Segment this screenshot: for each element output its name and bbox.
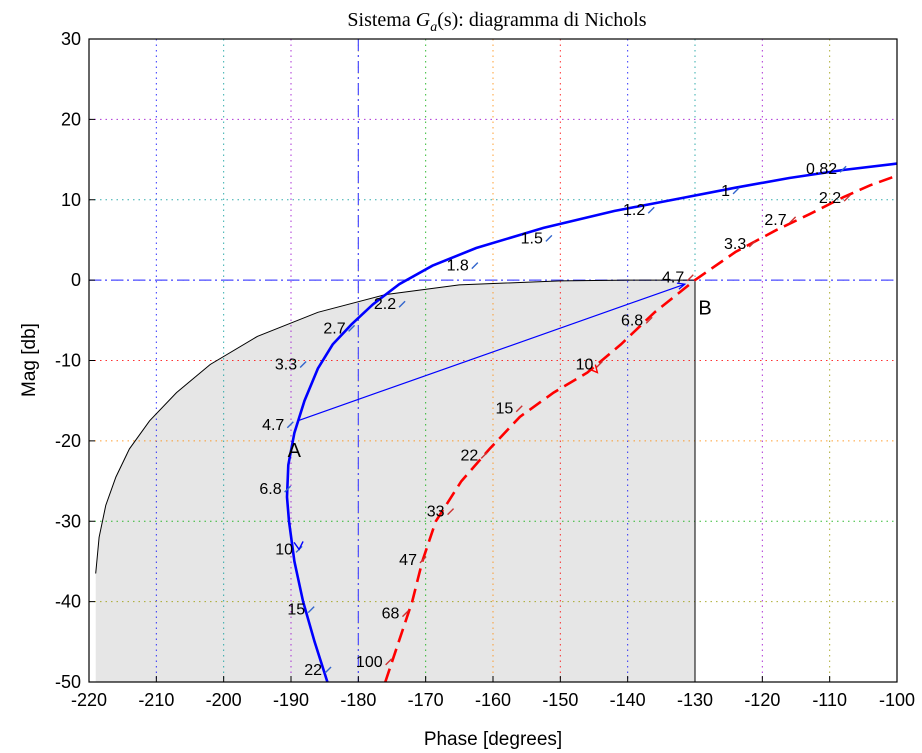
frequency-label: 100: [356, 654, 383, 671]
frequency-marker: [686, 274, 694, 282]
frequency-label: 10: [576, 357, 594, 374]
x-tick-label: -180: [340, 690, 376, 710]
y-tick-label: -10: [55, 351, 81, 371]
point-annotation: A: [288, 440, 302, 462]
frequency-label: 1.2: [623, 202, 645, 219]
y-tick-labels: -50 -40 -30 -20 -10 0 10 20 30: [55, 29, 95, 692]
segment-a-b: [297, 283, 686, 422]
frequency-marker: [789, 216, 797, 224]
frequency-marker: [515, 405, 523, 413]
frequency-marker: [645, 316, 653, 324]
frequency-marker: [398, 300, 406, 308]
frequency-label: 10: [275, 541, 293, 558]
title-prefix: Sistema: [347, 9, 415, 31]
frequency-label: 1: [721, 183, 730, 200]
frequency-label: 22: [460, 447, 478, 464]
frequency-label: 0.82: [806, 161, 837, 178]
frequency-label: 33: [427, 504, 445, 521]
title-subscript: a: [430, 20, 437, 35]
frequency-label: 1.5: [521, 230, 543, 247]
frequency-label: 4.7: [262, 417, 284, 434]
direction-arrow-blue: [293, 541, 304, 551]
frequency-marker: [286, 421, 294, 429]
frequency-marker: [401, 610, 409, 618]
y-tick-label: -30: [55, 511, 81, 531]
y-axis-label: Mag [db]: [19, 323, 40, 397]
frequency-markers: [284, 165, 851, 674]
frequency-label: 2.7: [764, 212, 786, 229]
x-tick-labels: -220 -210 -200 -190 -180 -170 -160 -150 -140 -130…: [71, 676, 915, 710]
series-blue-solid: [285, 162, 898, 683]
x-tick-label: -220: [71, 690, 107, 710]
frequency-label: 2.7: [323, 320, 345, 337]
y-tick-label: -50: [55, 672, 81, 692]
frequency-marker: [545, 234, 553, 242]
frequency-label: 2.2: [819, 190, 841, 207]
frequency-marker: [647, 206, 655, 214]
frequency-label: 1.8: [447, 258, 469, 275]
frequency-label: 47: [399, 552, 417, 569]
x-axis-label: Phase [degrees]: [424, 729, 562, 750]
frequency-marker: [324, 666, 332, 674]
y-tick-label: -20: [55, 431, 81, 451]
frequency-marker: [284, 485, 292, 493]
y-tick-label: -40: [55, 592, 81, 612]
frequency-label: 22: [304, 662, 322, 679]
frequency-labels: 22 15 10 6.8 4.7 3.3 2.7 2.2 1.8 1.5 1.2 1 0.82 100 68…: [259, 161, 841, 679]
frequency-label: 4.7: [662, 270, 684, 287]
point-annotations: AB: [288, 298, 712, 462]
frequency-marker: [839, 165, 847, 173]
y-tick-label: 0: [71, 270, 81, 290]
x-tick-label: -190: [273, 690, 309, 710]
x-tick-label: -160: [475, 690, 511, 710]
frequency-marker: [447, 508, 455, 516]
x-tick-label: -100: [879, 690, 915, 710]
frequency-label: 15: [495, 401, 513, 418]
x-tick-label: -140: [610, 690, 646, 710]
frequency-marker: [843, 194, 851, 202]
frequency-label: 68: [382, 606, 400, 623]
title-suffix: (s): diagramma di Nichols: [437, 9, 647, 31]
x-tick-label: -170: [408, 690, 444, 710]
y-tick-label: 30: [61, 29, 81, 49]
segment-arrowhead: [676, 282, 687, 290]
frequency-label: 6.8: [621, 312, 643, 329]
x-tick-label: -210: [138, 690, 174, 710]
x-tick-label: -150: [542, 690, 578, 710]
direction-arrow-red: [590, 364, 599, 374]
shaded-region: [95, 280, 695, 682]
title-symbol: G: [416, 9, 431, 31]
x-tick-label: -110: [812, 690, 847, 710]
frequency-marker: [480, 451, 488, 459]
frequency-label: 3.3: [724, 236, 746, 253]
boundary-curve: [95, 279, 695, 574]
frequency-marker: [307, 606, 315, 614]
frequency-label: 3.3: [275, 357, 297, 374]
x-tick-label: -130: [677, 690, 713, 710]
frequency-marker: [732, 187, 740, 195]
frequency-marker: [748, 240, 756, 248]
frequency-marker: [385, 658, 393, 666]
plot-title: Sistema Ga(s): diagramma di Nichols: [347, 9, 646, 35]
shaded-area: [95, 280, 695, 682]
frequency-label: 6.8: [259, 481, 281, 498]
frequency-marker: [419, 556, 427, 564]
y-tick-label: 20: [61, 109, 81, 129]
point-annotation: B: [698, 298, 711, 320]
reference-lines: [89, 39, 897, 682]
frequency-marker: [299, 361, 307, 369]
frequency-label: 2.2: [374, 296, 396, 313]
frequency-marker: [348, 324, 356, 332]
frequency-marker: [471, 262, 479, 270]
x-tick-label: -120: [744, 690, 780, 710]
frequency-label: 15: [287, 602, 305, 619]
frequency-marker: [595, 361, 603, 369]
y-tick-label: 10: [61, 190, 81, 210]
x-tick-label: -200: [206, 690, 242, 710]
